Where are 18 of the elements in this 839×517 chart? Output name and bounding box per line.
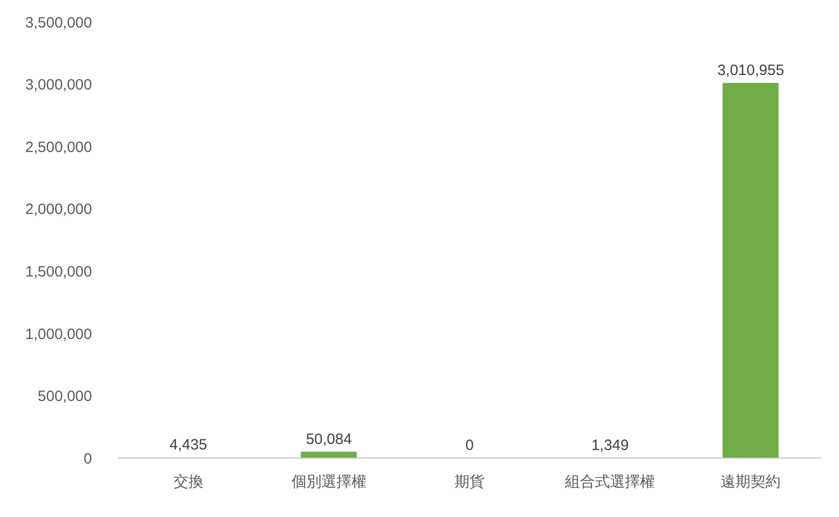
data-label: 3,010,955 [717,62,784,79]
y-tick-label: 500,000 [38,388,92,406]
y-tick-label: 3,500,000 [25,14,92,32]
y-tick-label: 2,000,000 [25,201,92,218]
y-tick-label: 1,000,000 [25,326,92,343]
data-label: 1,349 [591,436,629,454]
y-tick-label: 2,500,000 [25,138,92,156]
data-label: 50,084 [306,430,352,448]
data-label: 4,435 [170,436,208,454]
data-label: 0 [465,437,474,454]
y-tick-label: 0 [84,450,92,468]
y-tick-label: 1,500,000 [25,263,92,280]
x-tick-label: 期貨 [454,474,484,491]
x-tick-label: 遠期契約 [720,474,781,491]
x-tick-label: 個別選擇權 [291,474,366,491]
x-tick-label: 交換 [173,474,204,491]
x-tick-label: 組合式選擇權 [564,474,656,491]
y-tick-label: 3,000,000 [25,76,92,94]
